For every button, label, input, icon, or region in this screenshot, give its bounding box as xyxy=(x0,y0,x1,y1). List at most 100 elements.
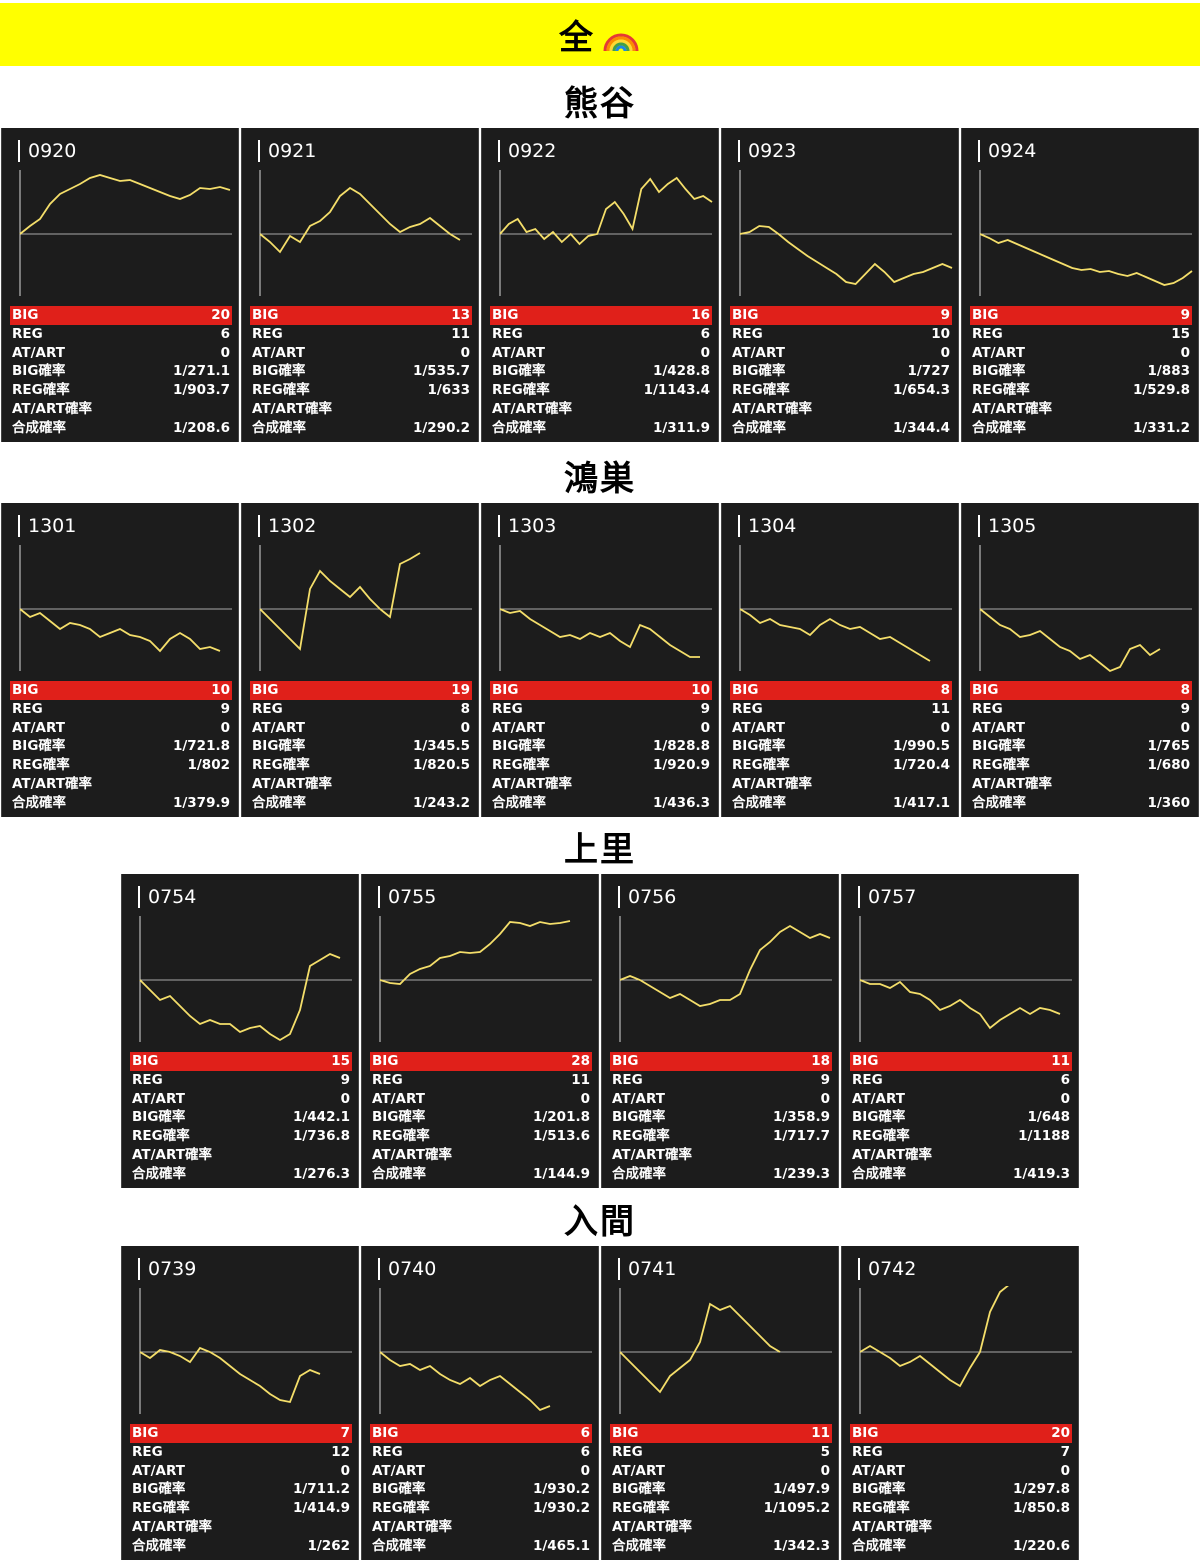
stat-label: BIG xyxy=(732,307,759,323)
stat-label: AT/ART xyxy=(972,719,1025,736)
machine-card[interactable]: 1304 BIG 8 REG 11 AT/ART 0 BIG確率 1/990.5 REG確率 1/7… xyxy=(721,503,959,817)
stat-value: 0 xyxy=(460,719,470,736)
stat-label: BIG xyxy=(372,1053,399,1069)
stat-label: BIG xyxy=(492,682,519,698)
stat-label: AT/ART確率 xyxy=(252,400,332,417)
slump-line xyxy=(619,1302,781,1394)
stat-row-at: AT/ART 0 xyxy=(370,1462,592,1481)
stat-label: AT/ART確率 xyxy=(732,775,812,792)
stat-value: 0 xyxy=(1060,1462,1070,1479)
stat-row-reg-rate: REG確率 1/414.9 xyxy=(130,1499,352,1518)
machine-card[interactable]: 0741 BIG 11 REG 5 AT/ART 0 BIG確率 1/497.9 REG確率 1/1… xyxy=(601,1246,839,1560)
stat-value: 1/297.8 xyxy=(1012,1481,1070,1498)
stat-value: 10 xyxy=(931,325,950,342)
stat-row-big: BIG 18 xyxy=(610,1052,832,1071)
stat-label: 合成確率 xyxy=(372,1165,426,1182)
stat-label: AT/ART xyxy=(972,344,1025,361)
stat-row-total-rate: 合成確率 1/262 xyxy=(130,1537,352,1556)
machine-card[interactable]: 0740 BIG 6 REG 6 AT/ART 0 BIG確率 1/930.2 REG確率 1/93… xyxy=(361,1246,599,1560)
stat-row-big-rate: BIG確率 1/883 xyxy=(970,362,1192,381)
machine-card[interactable]: 0920 BIG 20 REG 6 AT/ART 0 BIG確率 1/271.1 REG確率 1/9… xyxy=(1,128,239,442)
stat-value: 1/820.5 xyxy=(412,757,470,774)
machine-card[interactable]: 0739 BIG 7 REG 12 AT/ART 0 BIG確率 1/711.2 REG確率 1/4… xyxy=(121,1246,359,1560)
stat-label: REG xyxy=(12,325,43,342)
slump-line xyxy=(19,608,221,653)
stat-label: REG xyxy=(852,1443,883,1460)
stat-label: 合成確率 xyxy=(852,1165,906,1182)
stat-row-big-rate: BIG確率 1/648 xyxy=(850,1108,1072,1127)
stat-label: REG xyxy=(852,1071,883,1088)
machine-card[interactable]: 0756 BIG 18 REG 9 AT/ART 0 BIG確率 1/358.9 REG確率 1/7… xyxy=(601,874,839,1188)
slump-line xyxy=(139,1346,321,1404)
machine-card[interactable]: 1305 BIG 8 REG 9 AT/ART 0 BIG確率 1/765 REG確率 1/680 A… xyxy=(961,503,1199,817)
stat-value: 1/290.2 xyxy=(412,419,470,436)
stat-row-reg-rate: REG確率 1/802 xyxy=(10,756,232,775)
stat-row-big-rate: BIG確率 1/201.8 xyxy=(370,1108,592,1127)
stat-row-total-rate: 合成確率 1/311.9 xyxy=(490,419,712,438)
stat-label: REG確率 xyxy=(12,382,70,399)
stats-table: BIG 16 REG 6 AT/ART 0 BIG確率 1/428.8 REG確率 1/1143.… xyxy=(490,306,712,438)
stat-row-reg: REG 10 xyxy=(730,325,952,344)
slump-line xyxy=(259,186,461,254)
machine-card[interactable]: 1302 BIG 19 REG 8 AT/ART 0 BIG確率 1/345.5 REG確率 1/8… xyxy=(241,503,479,817)
slump-graph xyxy=(139,916,352,1042)
stat-row-reg: REG 11 xyxy=(370,1071,592,1090)
stat-value: 13 xyxy=(451,307,470,323)
machine-card[interactable]: 0922 BIG 16 REG 6 AT/ART 0 BIG確率 1/428.8 REG確率 1/1… xyxy=(481,128,719,442)
stat-value: 1/208.6 xyxy=(172,419,230,436)
slump-graph xyxy=(499,170,713,296)
stat-value: 11 xyxy=(931,700,950,717)
stat-row-big-rate: BIG確率 1/828.8 xyxy=(490,737,712,756)
stat-row-total-rate: 合成確率 1/342.3 xyxy=(610,1537,832,1556)
stat-row-reg-rate: REG確率 1/633 xyxy=(250,381,472,400)
stat-row-big: BIG 7 xyxy=(130,1424,352,1443)
stat-label: AT/ART確率 xyxy=(972,775,1052,792)
stats-table: BIG 20 REG 7 AT/ART 0 BIG確率 1/297.8 REG確率 1/850.8… xyxy=(850,1424,1072,1556)
machine-card[interactable]: 1301 BIG 10 REG 9 AT/ART 0 BIG確率 1/721.8 REG確率 1/8… xyxy=(1,503,239,817)
stat-row-big-rate: BIG確率 1/497.9 xyxy=(610,1480,832,1499)
slump-graph xyxy=(19,170,232,296)
stat-label: AT/ART確率 xyxy=(132,1146,212,1163)
machine-number: 0739 xyxy=(138,1258,196,1280)
stat-label: BIG確率 xyxy=(372,1481,426,1498)
store-title: 入間 xyxy=(564,1202,636,1242)
stat-value: 1/535.7 xyxy=(412,363,470,380)
stat-label: BIG確率 xyxy=(972,738,1026,755)
stat-value: 1/717.7 xyxy=(772,1128,830,1145)
stat-label: AT/ART xyxy=(12,344,65,361)
stat-row-total-rate: 合成確率 1/331.2 xyxy=(970,419,1192,438)
stat-row-at: AT/ART 0 xyxy=(10,719,232,738)
machine-card[interactable]: 0755 BIG 28 REG 11 AT/ART 0 BIG確率 1/201.8 REG確率 1/… xyxy=(361,874,599,1188)
stat-label: REG確率 xyxy=(492,382,550,399)
slump-graph xyxy=(859,916,1072,1042)
stat-row-total-rate: 合成確率 1/290.2 xyxy=(250,419,472,438)
stat-value: 1/1188 xyxy=(1018,1128,1070,1145)
stat-label: 合成確率 xyxy=(732,794,786,811)
stat-value: 1/414.9 xyxy=(292,1500,350,1517)
machine-card[interactable]: 0921 BIG 13 REG 11 AT/ART 0 BIG確率 1/535.7 REG確率 1/… xyxy=(241,128,479,442)
stat-label: BIG xyxy=(972,682,999,698)
stat-row-at: AT/ART 0 xyxy=(10,344,232,363)
stats-table: BIG 6 REG 6 AT/ART 0 BIG確率 1/930.2 REG確率 1/930.2 A… xyxy=(370,1424,592,1556)
machine-card[interactable]: 0923 BIG 9 REG 10 AT/ART 0 BIG確率 1/727 REG確率 1/654… xyxy=(721,128,959,442)
machine-card[interactable]: 0754 BIG 15 REG 9 AT/ART 0 BIG確率 1/442.1 REG確率 1/7… xyxy=(121,874,359,1188)
stat-value: 1/311.9 xyxy=(652,419,710,436)
stat-row-big: BIG 10 xyxy=(10,681,232,700)
machine-card[interactable]: 0742 BIG 20 REG 7 AT/ART 0 BIG確率 1/297.8 REG確率 1/8… xyxy=(841,1246,1079,1560)
stat-value: 1/828.8 xyxy=(652,738,710,755)
stat-row-big-rate: BIG確率 1/721.8 xyxy=(10,737,232,756)
machine-number: 0742 xyxy=(858,1258,916,1280)
stat-value: 1/497.9 xyxy=(772,1481,830,1498)
machine-card[interactable]: 0757 BIG 11 REG 6 AT/ART 0 BIG確率 1/648 REG確率 1/118… xyxy=(841,874,1079,1188)
slump-line xyxy=(979,608,1161,673)
machine-card[interactable]: 0924 BIG 9 REG 15 AT/ART 0 BIG確率 1/883 REG確率 1/529… xyxy=(961,128,1199,442)
stat-value: 15 xyxy=(331,1053,350,1069)
stat-label: REG xyxy=(132,1443,163,1460)
machine-card[interactable]: 1303 BIG 10 REG 9 AT/ART 0 BIG確率 1/828.8 REG確率 1/9… xyxy=(481,503,719,817)
stat-label: AT/ART xyxy=(372,1090,425,1107)
stat-label: REG xyxy=(972,700,1003,717)
stat-label: 合成確率 xyxy=(12,794,66,811)
stat-label: REG xyxy=(372,1071,403,1088)
store-title: 鴻巣 xyxy=(564,459,636,499)
stat-label: REG確率 xyxy=(12,757,70,774)
